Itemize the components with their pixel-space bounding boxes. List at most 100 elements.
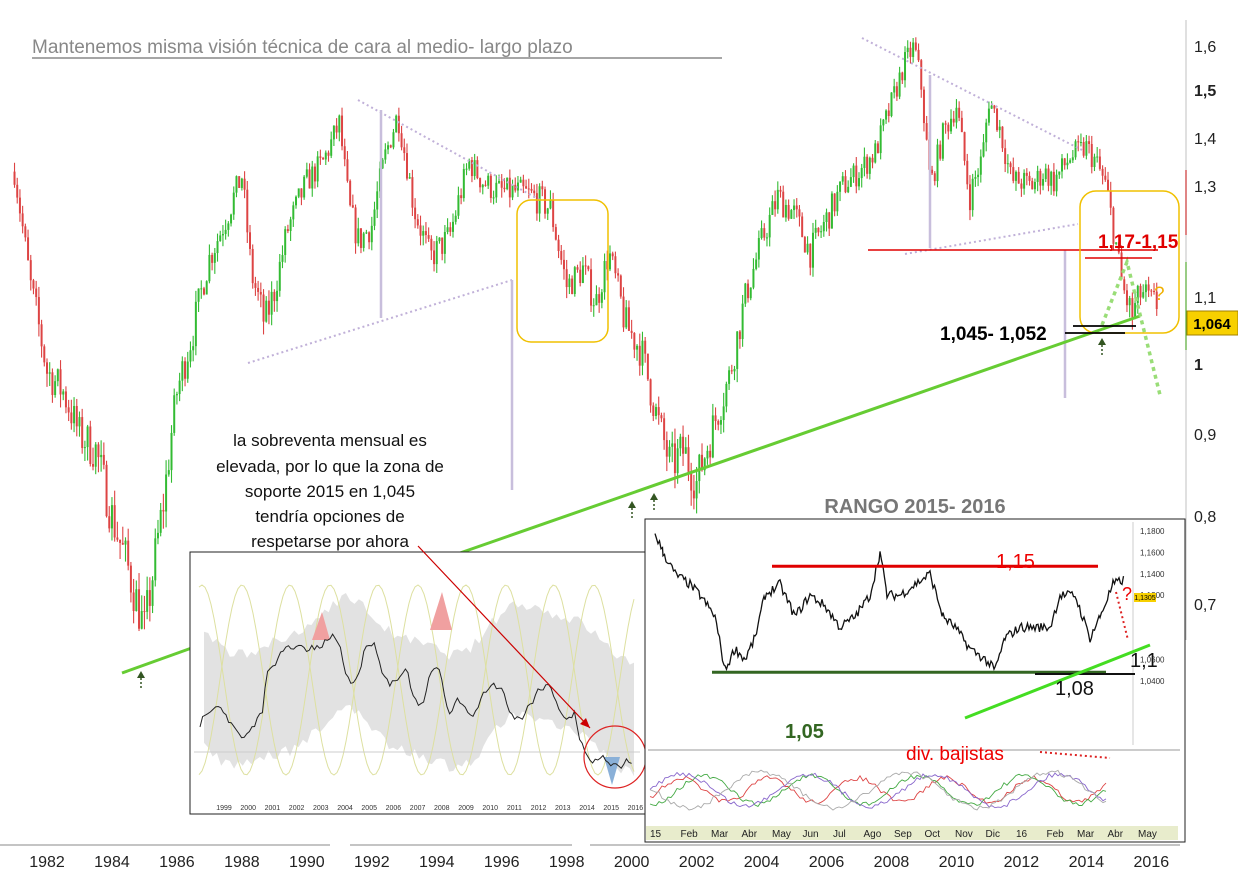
price-candle-body [1039, 170, 1042, 186]
x-tick-label: 2006 [809, 854, 845, 871]
oscillator-x-tick: 2010 [482, 805, 498, 812]
oscillator-inset: 1999 2000 2001 2002 2003 2004 2005 2006 2007 2008… [189, 551, 647, 815]
price-candle-body [462, 169, 465, 199]
rango-price-line [654, 533, 1125, 672]
price-candle-body [438, 237, 441, 242]
price-candle-body [849, 177, 852, 187]
price-candle-body [330, 139, 333, 156]
price-candle-body [452, 221, 454, 232]
price-candle-body [357, 228, 360, 244]
oscillator-x-tick: 2003 [313, 805, 329, 812]
price-candle-body [500, 181, 503, 188]
price-candle-body [733, 368, 736, 372]
rango-indicator-line [649, 773, 1107, 807]
price-candle-body [162, 509, 165, 512]
price-candle-body [221, 234, 224, 236]
price-candle-body [544, 189, 547, 214]
price-candle-body [265, 300, 268, 322]
oscillator-x-tick: 1999 [216, 805, 232, 812]
price-candle-body [573, 267, 576, 295]
oscillator-x-tick: 2009 [458, 805, 474, 812]
price-candle-body [224, 229, 227, 235]
price-candle-body [1077, 141, 1080, 143]
price-candle-body [590, 269, 593, 306]
price-candle-body [890, 92, 893, 117]
price-candle-body [267, 300, 270, 315]
chart-title: Mantenemos misma visión técnica de cara … [32, 37, 573, 58]
price-candle-body [595, 294, 598, 306]
price-candle-body [757, 238, 760, 260]
price-candle-body [465, 168, 468, 170]
price-candle-body [977, 174, 980, 178]
low-arrow-icon [1098, 338, 1106, 355]
rango-mid-label: 1,08 [1055, 678, 1094, 700]
price-candle-body [852, 165, 855, 178]
price-candle-body [1017, 171, 1020, 184]
price-candle-body [270, 291, 273, 315]
oscillator-x-tick: 2014 [579, 805, 595, 812]
rango-divergence-label: div. bajistas [906, 744, 1004, 765]
price-candle-body [18, 197, 21, 214]
price-candle-body [1069, 160, 1072, 163]
price-candle-body [113, 505, 116, 538]
price-candle-body [711, 415, 714, 458]
price-candle-body [24, 226, 27, 238]
price-candle-body [311, 166, 314, 189]
price-candle-body [13, 171, 16, 185]
price-candle-body [70, 412, 73, 424]
price-candle-body [774, 201, 777, 210]
price-candle-body [365, 232, 368, 234]
price-candle-body [665, 440, 668, 457]
price-candle-body [251, 248, 254, 284]
price-candle-body [820, 231, 823, 233]
price-candle-body [470, 160, 473, 177]
price-candle-body [793, 205, 796, 211]
price-candle-body [830, 193, 833, 229]
price-candle-body [619, 275, 622, 297]
comment-block: la sobreventa mensual es elevada, por lo… [216, 431, 444, 551]
price-candle-body [963, 132, 966, 161]
price-candle-body [1139, 285, 1142, 298]
rango-price-tag-label: 1,1305 [1134, 595, 1156, 602]
price-candle-body [400, 133, 403, 148]
price-candle-body [422, 231, 425, 236]
price-candle-body [92, 463, 95, 467]
price-candle-body [175, 394, 178, 396]
price-candle-body [343, 146, 346, 160]
rango-x-tick: Sep [894, 829, 912, 840]
price-candle-body [833, 193, 836, 212]
price-candle-body [1042, 179, 1045, 186]
price-candle-body [460, 195, 463, 199]
price-candle-body [519, 179, 522, 183]
price-candle-body [914, 42, 917, 50]
price-candle-body [59, 369, 62, 395]
price-candle-body [931, 169, 934, 174]
x-tick-label: 1982 [29, 854, 65, 871]
oscillator-x-ticks: 1999 2000 2001 2002 2003 2004 2005 2006 2007 2008… [216, 805, 643, 812]
comment-line-5: respetarse por ahora [251, 532, 409, 551]
price-candle-body [1044, 168, 1047, 180]
price-candle-body [1025, 172, 1028, 176]
price-candle-body [1012, 167, 1015, 181]
price-candle-body [484, 184, 487, 186]
price-candle-body [982, 142, 985, 157]
price-candle-body [1001, 126, 1004, 149]
price-candle-body [1074, 141, 1077, 158]
price-candle-body [1123, 279, 1126, 291]
price-candle-body [159, 509, 162, 533]
price-candle-body [1115, 242, 1118, 244]
price-candle-body [284, 229, 287, 256]
x-tick-label: 2000 [614, 854, 650, 871]
price-candle-body [858, 178, 860, 187]
price-candle-body [554, 227, 557, 240]
price-candle-body [1107, 179, 1110, 191]
oscillator-x-tick: 2008 [434, 805, 450, 812]
price-candle-body [687, 447, 690, 472]
price-candle-body [273, 291, 276, 302]
price-candle-body [1088, 141, 1091, 145]
rango-x-tick: Mar [1077, 829, 1095, 840]
price-candle-body [763, 228, 766, 238]
price-candle-body [376, 191, 379, 210]
rango-inset-frame [644, 518, 1186, 843]
